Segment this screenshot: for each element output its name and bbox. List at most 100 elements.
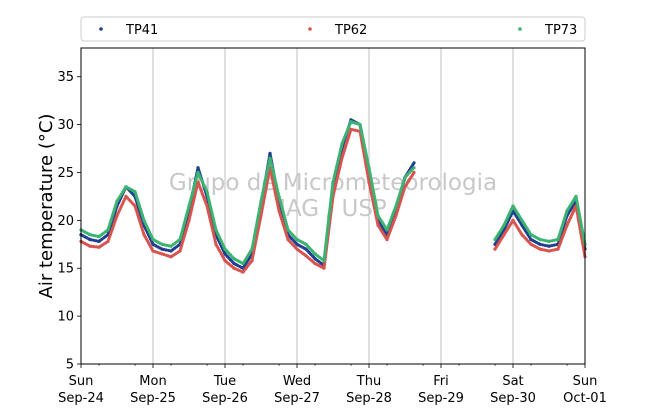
y-tick-label: 30 bbox=[57, 118, 74, 133]
data-point bbox=[97, 235, 101, 239]
data-point bbox=[268, 151, 272, 155]
x-tick-date: Sep-29 bbox=[418, 391, 464, 406]
data-point bbox=[520, 223, 524, 227]
data-point bbox=[151, 242, 155, 246]
data-point bbox=[565, 223, 569, 227]
data-point bbox=[295, 242, 299, 246]
data-point bbox=[565, 209, 569, 213]
data-series bbox=[79, 118, 587, 274]
data-point bbox=[304, 242, 308, 246]
y-tick-label: 15 bbox=[57, 262, 74, 277]
data-point bbox=[574, 194, 578, 198]
data-point bbox=[115, 199, 119, 203]
data-point bbox=[286, 237, 290, 242]
data-point bbox=[313, 257, 317, 261]
legend-box bbox=[80, 16, 586, 42]
x-tick-date: Sep-28 bbox=[346, 391, 392, 406]
x-tick-date: Sep-30 bbox=[490, 391, 536, 406]
data-point bbox=[214, 228, 218, 232]
data-point bbox=[223, 252, 227, 256]
data-point bbox=[313, 252, 317, 256]
data-point bbox=[340, 156, 344, 160]
y-axis-label: Air temperature (°C) bbox=[36, 114, 57, 299]
data-point bbox=[268, 156, 272, 160]
data-point bbox=[97, 239, 101, 243]
data-point bbox=[106, 239, 110, 243]
data-point bbox=[88, 233, 92, 237]
series-tp62 bbox=[79, 127, 587, 274]
data-point bbox=[367, 166, 371, 170]
data-point bbox=[205, 204, 209, 208]
data-point bbox=[340, 142, 344, 146]
data-point bbox=[214, 242, 218, 246]
data-point bbox=[493, 242, 497, 246]
data-point bbox=[304, 254, 308, 258]
x-tick-label: Sat Sep-30 bbox=[490, 374, 536, 406]
data-point bbox=[142, 218, 146, 222]
data-point bbox=[106, 228, 110, 232]
data-point bbox=[223, 259, 227, 263]
data-point bbox=[349, 127, 353, 131]
data-point bbox=[277, 194, 281, 198]
x-tick-label: Wed Sep-27 bbox=[274, 374, 320, 406]
data-point bbox=[250, 259, 254, 263]
data-point bbox=[241, 261, 245, 266]
data-point bbox=[529, 237, 533, 242]
x-tick-label: Thu Sep-28 bbox=[346, 374, 392, 406]
data-point bbox=[349, 120, 353, 124]
x-tick-date: Sep-25 bbox=[130, 391, 176, 406]
data-point bbox=[259, 214, 263, 218]
data-point bbox=[178, 237, 182, 242]
x-tick-label: Fri Sep-29 bbox=[418, 374, 464, 406]
data-point bbox=[133, 204, 137, 208]
data-point bbox=[547, 239, 551, 243]
x-tick-date: Sep-26 bbox=[202, 391, 248, 406]
data-point bbox=[205, 190, 209, 194]
data-point bbox=[124, 194, 128, 198]
data-point bbox=[412, 161, 416, 165]
data-point bbox=[556, 247, 560, 251]
data-point bbox=[394, 204, 398, 208]
data-point bbox=[295, 237, 299, 242]
data-point bbox=[403, 185, 407, 189]
data-point bbox=[115, 214, 119, 218]
data-point bbox=[232, 257, 236, 261]
data-point bbox=[232, 261, 236, 266]
data-point bbox=[160, 252, 164, 256]
x-tick-date: Sep-27 bbox=[274, 391, 320, 406]
x-tick-day: Thu bbox=[356, 374, 381, 389]
data-point bbox=[187, 218, 191, 222]
data-point bbox=[502, 223, 506, 227]
data-point bbox=[538, 237, 542, 242]
legend-marker bbox=[518, 27, 522, 31]
data-point bbox=[250, 247, 254, 251]
data-point bbox=[367, 180, 371, 184]
data-point bbox=[304, 247, 308, 251]
y-tick-label: 35 bbox=[57, 70, 74, 85]
data-point bbox=[151, 249, 155, 253]
x-tick-label: Tue Sep-26 bbox=[202, 374, 248, 406]
data-point bbox=[385, 237, 389, 242]
y-tick-label: 5 bbox=[66, 358, 74, 373]
data-point bbox=[529, 233, 533, 237]
legend-label: TP62 bbox=[334, 23, 367, 38]
x-tick-label: Sun Oct-01 bbox=[563, 374, 607, 406]
data-point bbox=[538, 242, 542, 246]
data-point bbox=[97, 245, 101, 249]
data-point bbox=[502, 233, 506, 237]
data-point bbox=[277, 209, 281, 213]
legend-label: TP73 bbox=[544, 23, 577, 38]
data-point bbox=[88, 244, 92, 248]
x-tick-day: Sun bbox=[69, 374, 94, 389]
data-point bbox=[358, 123, 362, 127]
data-point bbox=[169, 249, 173, 253]
data-point bbox=[160, 242, 164, 246]
data-point bbox=[322, 266, 326, 270]
data-point bbox=[511, 204, 515, 208]
data-point bbox=[241, 270, 245, 274]
data-point bbox=[520, 233, 524, 237]
data-point bbox=[133, 190, 137, 194]
data-point bbox=[232, 266, 236, 270]
x-tick-day: Mon bbox=[139, 374, 166, 389]
